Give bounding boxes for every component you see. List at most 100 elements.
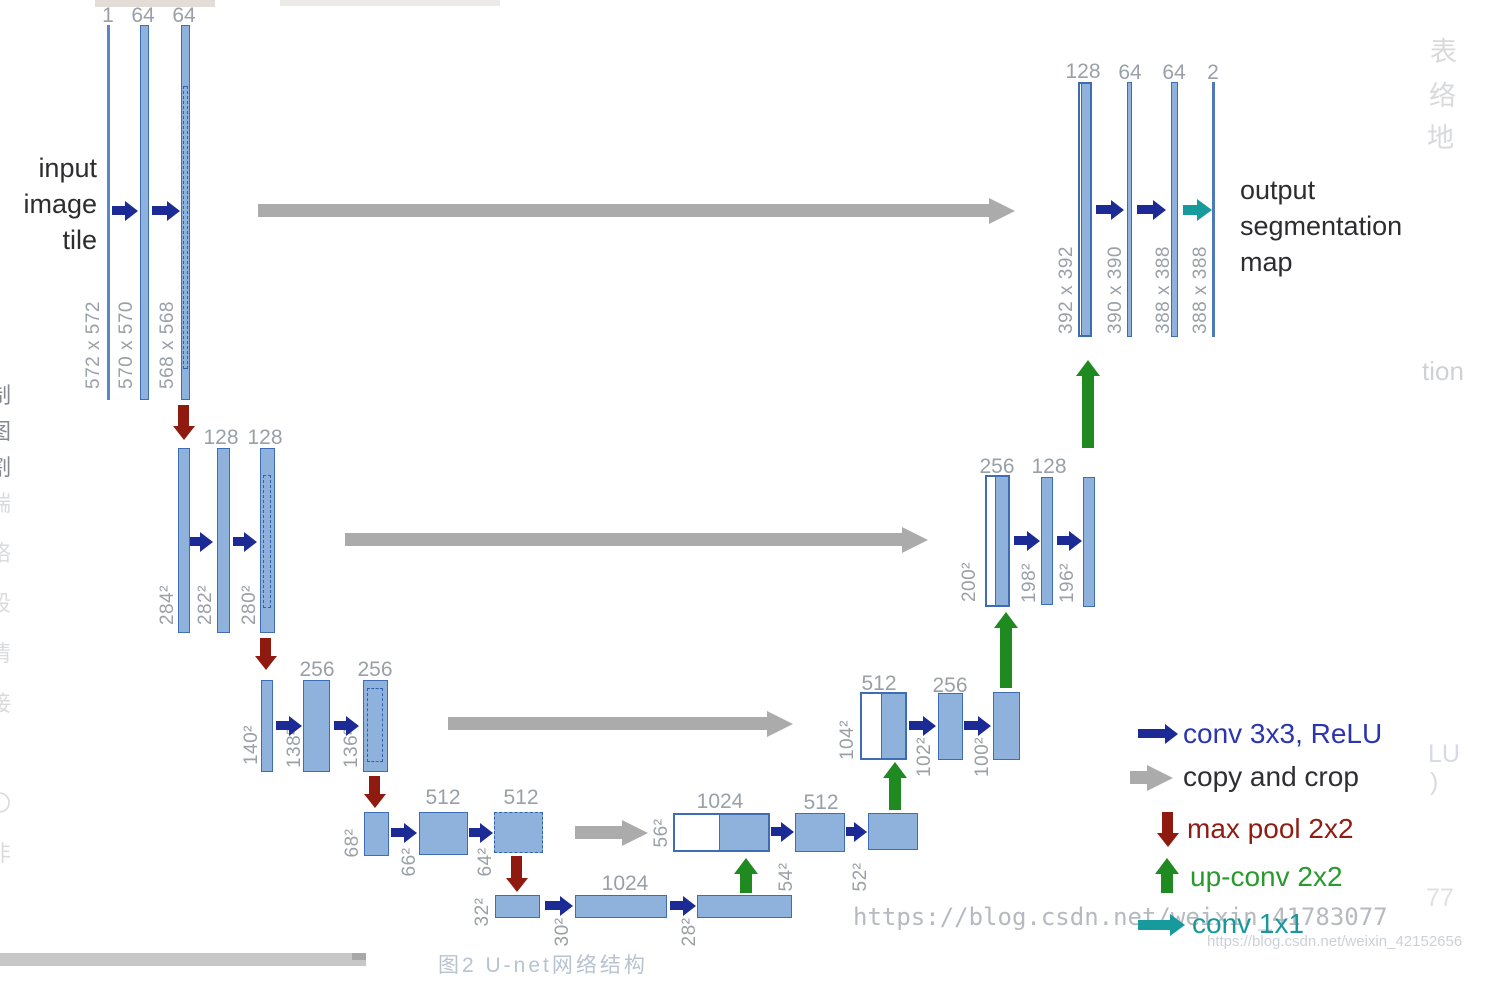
legend-upconv-label: up-conv 2x2 <box>1190 861 1343 892</box>
dec1-channels: 512 <box>803 791 839 814</box>
enc1-channels-1: 1 <box>102 4 114 27</box>
bottleneck-block <box>697 895 792 918</box>
ghost-char: 地 <box>1427 123 1454 153</box>
enc1-featuremap-block <box>140 25 149 400</box>
conv-arrow <box>670 901 683 910</box>
output-segmentation-map-label: output segmentation map <box>1240 175 1403 277</box>
enc3-channels: 256 <box>299 658 335 681</box>
dec3-featuremap-block <box>1083 477 1095 607</box>
csdn-watermark-large: https://blog.csdn.net/weixin_41783077 <box>853 903 1388 931</box>
upconv-arrow <box>889 778 901 810</box>
legend-copy-crop-label: copy and crop <box>1183 761 1359 792</box>
enc1-channels-64b: 64 <box>172 4 196 27</box>
legend-conv1x1-arrow-icon <box>1138 920 1170 930</box>
dec2-size-label: 102² <box>914 736 935 778</box>
dec4-featuremap-block <box>1127 82 1132 337</box>
input-image-tile-label: input image tile <box>23 153 97 255</box>
dec3-upconv-half <box>995 477 1008 605</box>
enc1-channels-64a: 64 <box>131 4 155 27</box>
ghost-text-lu: LU <box>1428 740 1460 768</box>
conv-arrow <box>233 537 244 546</box>
bottleneck-size-label: 28² <box>679 917 700 947</box>
enc4-size-label: 66² <box>399 847 420 877</box>
enc3-size-label: 140² <box>241 724 262 766</box>
dec2-upconv-half <box>881 694 905 758</box>
conv-arrow <box>1057 536 1069 545</box>
dec4-size-label: 392 x 392 <box>1056 246 1077 334</box>
enc2-featuremap-block <box>260 448 275 633</box>
window-edge-artifact <box>95 0 215 7</box>
crop-region-outline <box>182 86 188 369</box>
legend-copy-arrow-icon <box>1130 771 1147 784</box>
conv-arrow <box>909 721 923 730</box>
bottleneck-channels: 1024 <box>601 872 649 895</box>
dec4-size-label: 388 x 388 <box>1190 246 1211 334</box>
upconv-arrow <box>1000 628 1012 688</box>
dec1-featuremap-block <box>795 813 845 852</box>
enc2-size-label: 280² <box>239 584 260 626</box>
ghost-text-77: 77 <box>1426 884 1454 912</box>
dec2-featuremap-block <box>938 693 963 760</box>
conv-arrow <box>964 721 978 730</box>
conv-arrow <box>469 828 480 837</box>
enc1-size-label: 568 x 568 <box>157 301 178 389</box>
legend-maxpool-label: max pool 2x2 <box>1187 813 1354 844</box>
enc2-featuremap-block <box>217 448 230 633</box>
maxpool-arrow <box>369 776 380 794</box>
dec4-channels: 64 <box>1118 61 1142 84</box>
crop-region-outline <box>263 475 271 608</box>
conv-arrow <box>1096 205 1111 214</box>
enc4-featuremap-block <box>364 812 389 856</box>
copy-crop-arrow <box>575 826 622 839</box>
ghost-text-paren: ) <box>1430 768 1439 796</box>
crop-region-outline <box>367 688 383 762</box>
enc1-size-label: 570 x 570 <box>116 301 137 389</box>
enc4-channels: 512 <box>425 786 461 809</box>
dec2-concat-block <box>860 692 907 760</box>
dec4-size-label: 388 x 388 <box>1153 246 1174 334</box>
dec1-channels: 1024 <box>696 790 744 813</box>
conv-arrow <box>545 901 560 910</box>
dec4-channels: 2 <box>1207 61 1219 84</box>
conv-arrow <box>846 827 854 836</box>
dec3-channels: 128 <box>1031 455 1067 478</box>
upconv-arrow <box>1082 376 1094 448</box>
ghost-text-tion: tion <box>1422 356 1464 386</box>
conv-arrow <box>276 721 289 730</box>
dec4-featuremap-block <box>1171 82 1178 337</box>
enc4-featuremap-block <box>419 812 468 855</box>
enc1-input-layer <box>107 25 110 400</box>
dec3-concat-block <box>985 475 1010 607</box>
figure-caption: 图2 U-net网络结构 <box>438 954 648 977</box>
ghost-char: 络 <box>1429 81 1456 111</box>
maxpool-arrow <box>511 856 522 878</box>
upconv-arrow <box>740 874 752 893</box>
dec1-upconv-half <box>719 815 768 850</box>
dec2-size-label: 104² <box>837 719 858 761</box>
dec1-featuremap-block <box>868 813 918 850</box>
legend-conv3x3-label: conv 3x3, ReLU <box>1183 718 1383 749</box>
legend-maxpool-arrow-icon <box>1162 812 1173 833</box>
enc3-size-label: 138² <box>284 727 305 769</box>
csdn-watermark-small: https://blog.csdn.net/weixin_42152656 <box>1207 933 1463 950</box>
clipped-left-text: 制 图 割 端 络 段 情 接 。 〇 非 <box>0 383 12 866</box>
conv-arrow <box>112 206 125 215</box>
bottleneck-block <box>575 895 667 918</box>
legend-upconv-arrow-icon <box>1161 874 1173 893</box>
enc2-size-label: 282² <box>195 584 216 626</box>
dec3-featuremap-block <box>1041 477 1053 605</box>
dec4-size-label: 390 x 390 <box>1105 246 1126 334</box>
dec2-size-label: 100² <box>972 736 993 778</box>
dec4-channels: 64 <box>1162 61 1186 84</box>
enc4-size-label: 68² <box>342 828 363 858</box>
enc3-featuremap-block <box>363 680 388 772</box>
enc4-channels: 512 <box>503 786 539 809</box>
maxpool-arrow <box>260 638 271 656</box>
dec4-channels: 128 <box>1065 60 1101 83</box>
dec2-channels: 512 <box>861 672 897 695</box>
enc2-featuremap-block <box>178 448 190 633</box>
dec3-size-label: 200² <box>959 561 980 603</box>
dec2-channels: 256 <box>932 674 968 697</box>
dec3-channels: 256 <box>979 455 1015 478</box>
enc3-featuremap-block <box>261 680 273 772</box>
